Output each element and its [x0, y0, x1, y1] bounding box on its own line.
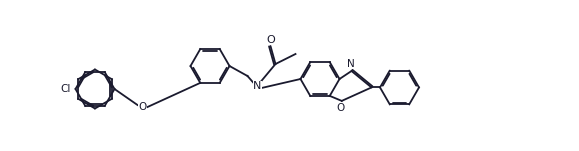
Text: N: N [347, 59, 354, 69]
Text: N: N [254, 81, 262, 91]
Text: O: O [138, 102, 146, 112]
Text: O: O [336, 103, 345, 113]
Text: Cl: Cl [60, 84, 71, 94]
Text: O: O [266, 35, 275, 45]
